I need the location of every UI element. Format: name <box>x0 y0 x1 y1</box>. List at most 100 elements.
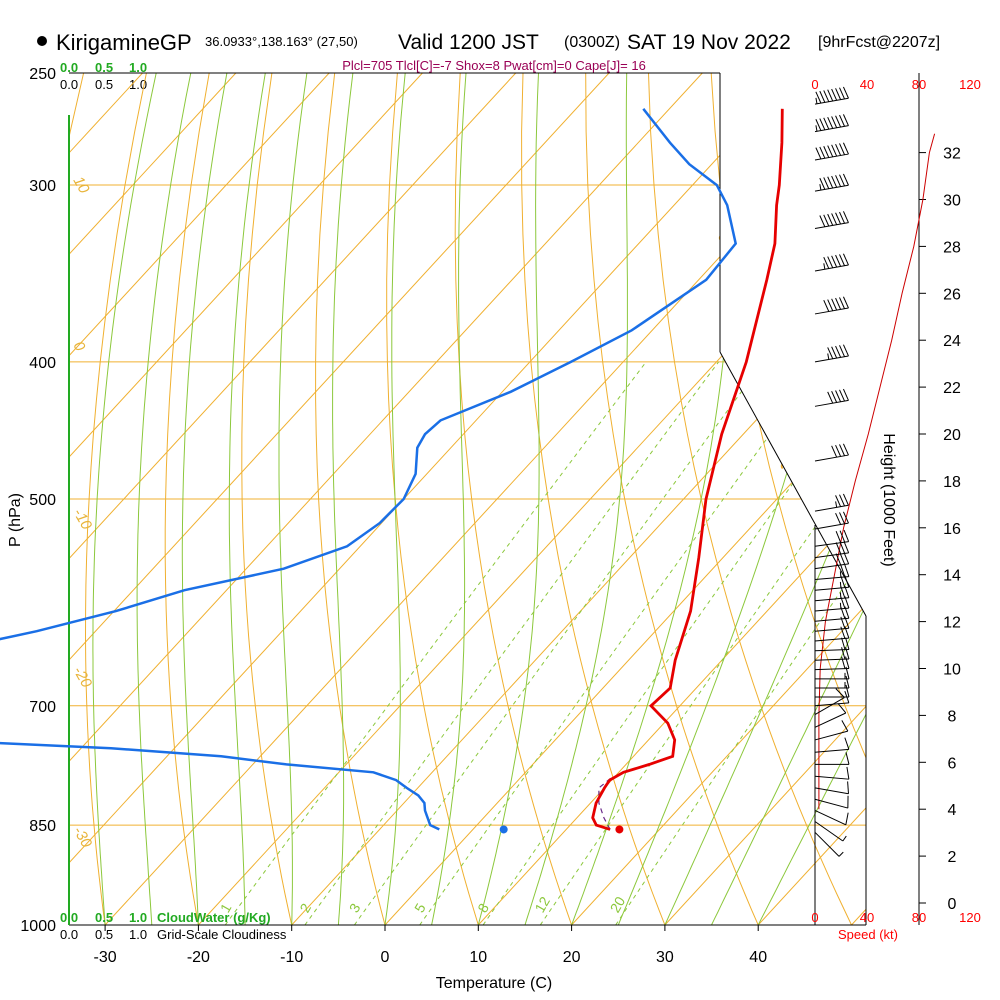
moist-adiabat-0 <box>384 73 406 925</box>
wind-barb-flag-36-1 <box>839 174 846 187</box>
wind-barb-flag-31-3 <box>831 390 838 403</box>
wind-barb-staff-27 <box>814 541 849 547</box>
speed-bottom-tick-2: 80 <box>912 910 926 925</box>
temperature-tick--30: -30 <box>94 949 117 966</box>
wind-barb-staff-4 <box>814 787 849 795</box>
wind-barb-staff-5 <box>814 775 849 780</box>
cloudiness-bottom-tick-0: 0.0 <box>60 927 78 942</box>
wind-barb-flag-28-1 <box>839 512 846 524</box>
wind-barb-flag-37-4 <box>827 145 834 158</box>
dry-adiabat-30 <box>521 73 666 925</box>
wind-barb-flag-38-7 <box>815 119 822 131</box>
mixing-ratio-label-5: 5 <box>411 900 429 915</box>
wind-barb-staff-1 <box>814 821 844 842</box>
temperature-tick-40: 40 <box>749 949 767 966</box>
surface-temperature-marker <box>615 825 624 834</box>
wind-speed-line <box>818 133 936 810</box>
wind-barb-23 <box>814 575 850 591</box>
wind-barb-flag-23-0 <box>844 575 850 588</box>
wind-barb-flag-15-1 <box>841 656 846 669</box>
wind-barb-16 <box>814 647 850 661</box>
wind-barb-flag-6-0 <box>845 752 850 765</box>
speed-bottom-tick-3: 120 <box>959 910 981 925</box>
wind-barb-staff-15 <box>814 667 849 671</box>
isotherm-0 <box>384 73 866 925</box>
sounding-data <box>0 108 936 834</box>
wind-barb-25 <box>814 552 850 570</box>
wind-barb-flag-39-1 <box>839 87 846 100</box>
wind-barb-flag-7-0 <box>844 737 850 750</box>
wind-barb-staff-32 <box>814 355 849 363</box>
wind-barb-staff-25 <box>814 563 849 570</box>
mixing-ratio-20 <box>615 361 866 925</box>
wind-barb-31 <box>814 388 849 407</box>
height-tick-20: 20 <box>943 427 961 444</box>
wind-barb-flag-35-6 <box>819 215 826 228</box>
height-tick-14: 14 <box>943 568 961 585</box>
cloudiness-top-ticks: 0.0 0.5 1.0 <box>60 77 147 92</box>
wind-barb-half-32 <box>827 353 830 360</box>
wind-barb-flag-25-2 <box>835 553 842 566</box>
wind-barb-flag-34-4 <box>827 256 834 269</box>
isotherm--10 <box>291 73 866 925</box>
wind-barb-half-24 <box>839 571 842 578</box>
wind-barb-flag-31-1 <box>839 389 846 402</box>
wind-barb-34 <box>814 253 849 272</box>
wind-barb-flag-39-5 <box>823 90 830 102</box>
wind-barb-staff-2 <box>814 810 847 826</box>
isotherm-label-3: -20 <box>70 664 96 692</box>
wind-barb-flag-30-1 <box>839 444 846 456</box>
temperature-tick-30: 30 <box>656 949 674 966</box>
wind-barb-half-39 <box>815 97 818 104</box>
height-tick-4: 4 <box>948 802 957 819</box>
wind-barb-flag-36-5 <box>823 177 830 189</box>
pressure-tick-1000: 1000 <box>20 918 56 935</box>
wind-barb-staff-19 <box>814 627 849 632</box>
wind-barb-flag-35-1 <box>839 211 846 224</box>
cloudwater-bottom-tick-1: 0.5 <box>95 910 113 925</box>
wind-barb-staff-34 <box>814 264 849 272</box>
wind-barb-5 <box>814 766 850 780</box>
wind-barb-10 <box>814 688 845 715</box>
cloudwater-axis-label: CloudWater (g/Kg) <box>157 910 271 925</box>
wind-barb-staff-28 <box>814 522 849 530</box>
wind-barb-flag-25-1 <box>839 552 846 565</box>
surface-dewpoint-marker <box>499 825 508 834</box>
wind-barb-flag-35-2 <box>835 212 842 225</box>
speed-top-tick-3: 120 <box>959 77 981 92</box>
wind-barb-4 <box>814 781 849 795</box>
valid-time: Valid 1200 JST <box>398 31 539 54</box>
wind-barb-staff-3 <box>814 798 848 809</box>
cloudiness-axis-label: Grid-Scale Cloudiness <box>157 927 287 942</box>
cloudiness-top-tick-2: 1.0 <box>129 77 147 92</box>
wind-barb-flag-9-0 <box>837 703 847 714</box>
wind-barb-2 <box>814 810 849 826</box>
wind-barb-half-21 <box>839 602 842 609</box>
wind-barb-staff-30 <box>814 454 849 462</box>
wind-barb-staff-20 <box>814 617 849 622</box>
wind-barb-flag-13-0 <box>845 675 850 689</box>
dry-adiabat--20 <box>164 73 210 925</box>
wind-barb-7 <box>814 737 850 753</box>
mixing-ratio-1 <box>224 361 647 925</box>
speed-top-tick-0: 0 <box>811 77 818 92</box>
wind-barb-flag-38-6 <box>819 118 826 131</box>
wind-barb-1 <box>814 821 847 842</box>
wind-barb-flag-38-3 <box>831 116 838 128</box>
wind-barb-flag-26-1 <box>839 541 846 554</box>
wind-barb-flag-10-0 <box>835 688 845 698</box>
cloudwater-top-tick-2: 1.0 <box>129 60 147 75</box>
wind-barb-flag-12-0 <box>845 684 850 698</box>
wind-barb-flag-39-6 <box>819 90 826 103</box>
moist-adiabat-5 <box>431 73 467 925</box>
wind-barb-28 <box>814 511 849 530</box>
wind-barb-flag-17-1 <box>841 637 846 650</box>
wind-barb-30 <box>814 443 849 462</box>
wind-barb-flag-33-0 <box>842 296 849 309</box>
valid-date: SAT 19 Nov 2022 <box>627 31 791 54</box>
dewpoint-line <box>0 108 738 831</box>
wind-barb-flag-36-4 <box>827 176 834 189</box>
wind-barb-flag-35-5 <box>823 214 830 227</box>
wind-barb-flag-27-2 <box>835 531 842 543</box>
